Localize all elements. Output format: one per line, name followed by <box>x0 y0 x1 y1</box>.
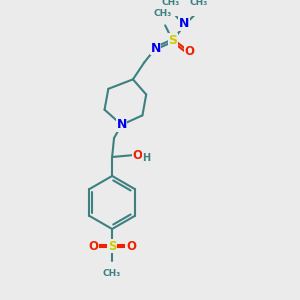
Text: N: N <box>151 42 161 55</box>
Text: CH₃: CH₃ <box>189 0 207 8</box>
Text: CH₃: CH₃ <box>162 0 180 8</box>
Text: O: O <box>126 239 136 253</box>
Text: N: N <box>116 118 127 131</box>
Text: O: O <box>185 45 195 58</box>
Text: CH₃: CH₃ <box>153 9 171 18</box>
Text: H: H <box>142 153 150 163</box>
Text: CH₃: CH₃ <box>103 269 121 278</box>
Text: S: S <box>108 239 116 253</box>
Text: N: N <box>179 17 189 30</box>
Text: O: O <box>133 148 143 162</box>
Text: S: S <box>168 34 177 47</box>
Text: O: O <box>88 239 98 253</box>
